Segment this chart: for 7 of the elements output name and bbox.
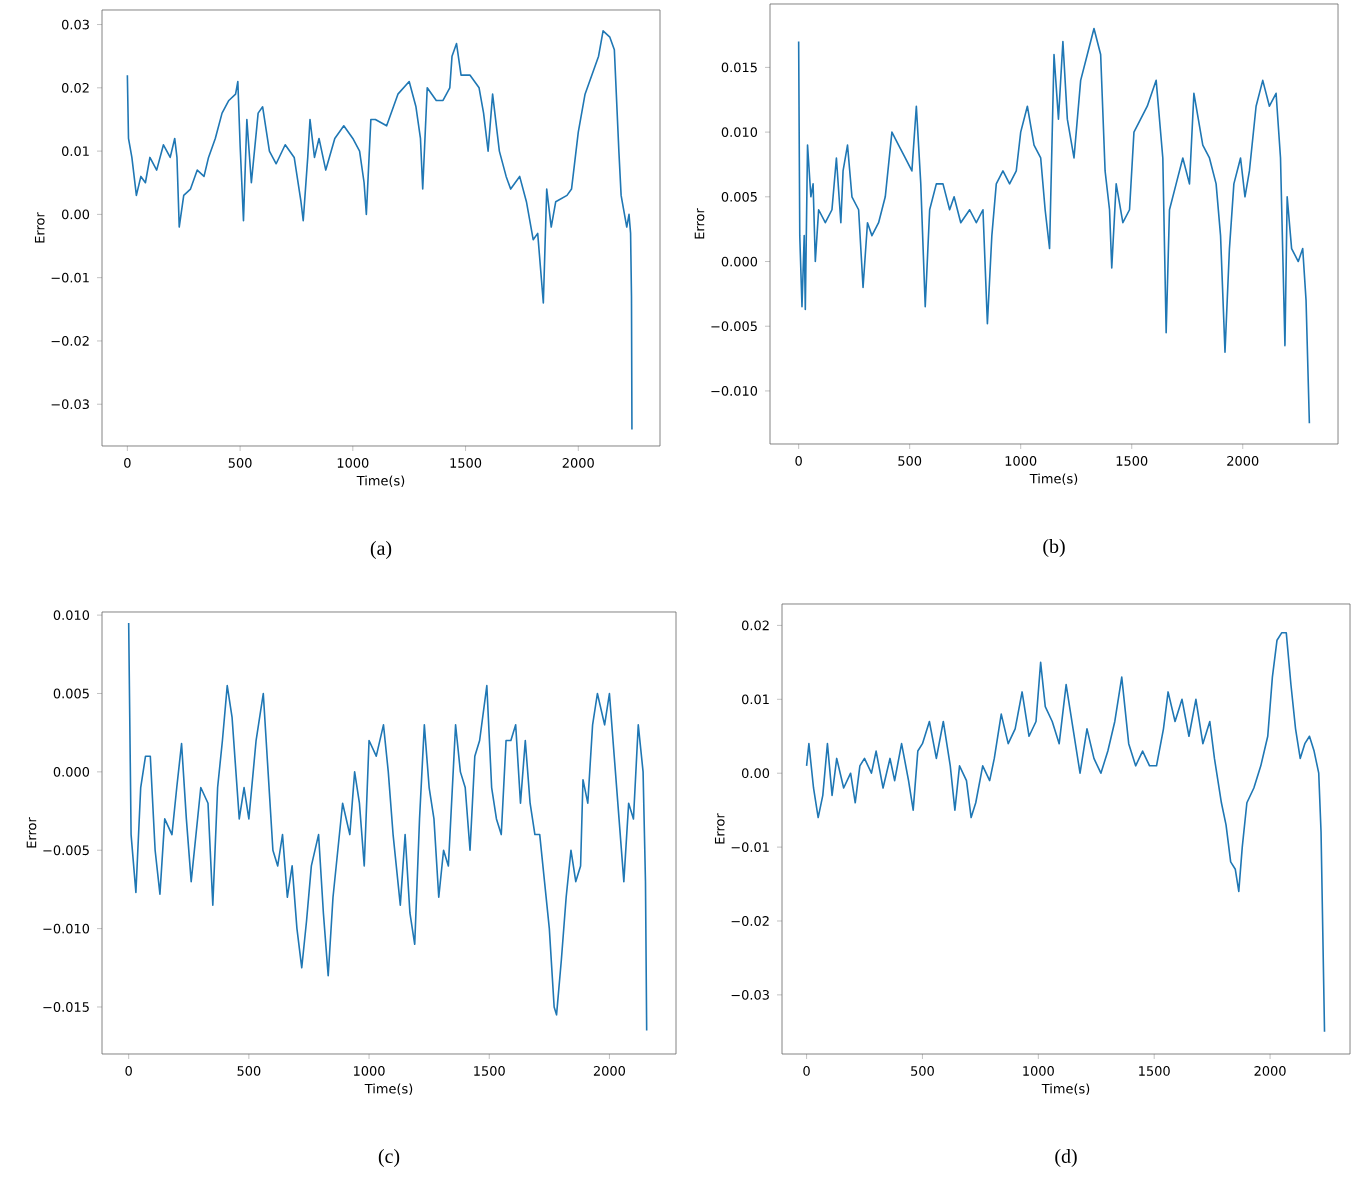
line-series xyxy=(797,27,1311,425)
text: (a) xyxy=(370,540,392,560)
text: (c) xyxy=(378,1148,400,1168)
text: (b) xyxy=(1043,538,1065,558)
line-series xyxy=(126,30,633,431)
line-series xyxy=(805,632,1326,1033)
text: (d) xyxy=(1055,1148,1077,1168)
